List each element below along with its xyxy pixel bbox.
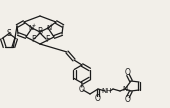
Text: N: N [122,86,128,92]
Text: +: + [31,23,36,28]
Text: O: O [79,84,85,94]
Text: +: + [49,23,53,28]
Text: NH: NH [102,88,112,94]
Text: O: O [125,68,131,77]
Text: N: N [28,25,34,31]
Text: O: O [125,95,131,104]
Text: S: S [7,29,11,38]
Text: F: F [45,36,49,44]
Text: B: B [37,28,42,37]
Text: N: N [46,25,52,31]
Text: O: O [95,94,101,103]
Text: F: F [31,36,35,44]
